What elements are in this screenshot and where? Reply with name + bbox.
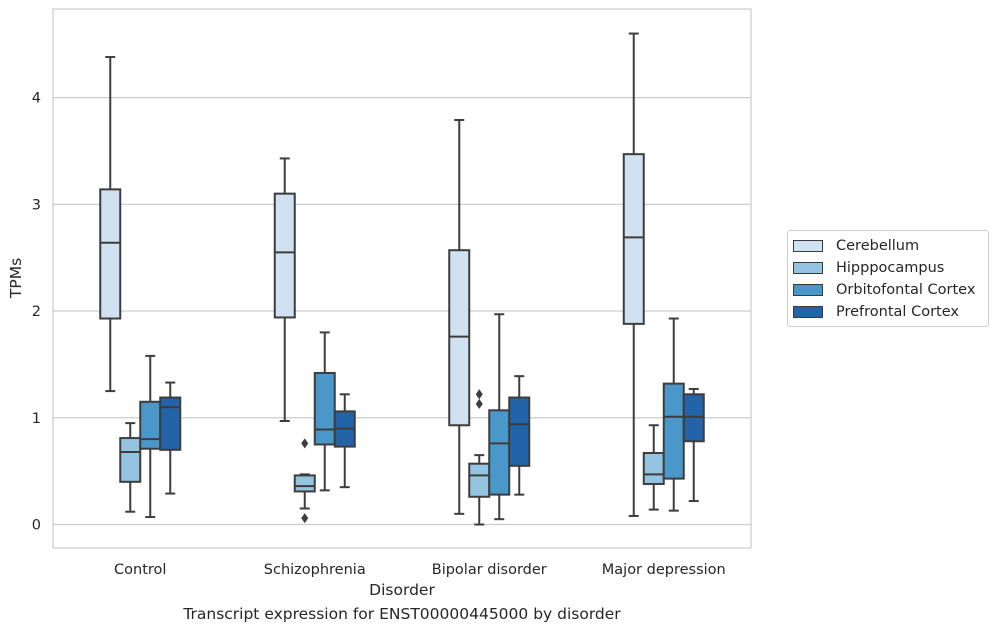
- box-iqr: [119, 437, 142, 483]
- box-iqr: [139, 400, 162, 450]
- box-orbitofontal-cortex-1: [313, 331, 336, 492]
- legend-label: Hipppocampus: [836, 260, 945, 276]
- box-prefrontal-cortex-1: [333, 393, 356, 489]
- y-tick-label: 0: [32, 518, 41, 534]
- legend-item-orbitofrontal-cortex: Orbitofontal Cortex: [793, 281, 975, 299]
- x-tick-label: Control: [114, 562, 166, 578]
- legend-label: Prefrontal Cortex: [836, 304, 959, 320]
- y-tick-label: 2: [32, 304, 41, 320]
- box-iqr: [622, 153, 645, 325]
- x-tick-label: Major depression: [602, 562, 726, 578]
- x-tick-labels: Control Schizophrenia Bipolar disorder Majo…: [114, 562, 726, 578]
- box-orbitofontal-cortex-0: [139, 354, 162, 519]
- box-cerebellum-3: [622, 32, 645, 517]
- box-cerebellum-2: [448, 119, 471, 515]
- legend-label: Cerebellum: [836, 238, 920, 254]
- legend-label: Orbitofontal Cortex: [836, 282, 976, 298]
- y-tick-labels: 0 1 2 3 4: [32, 91, 41, 534]
- box-iqr: [662, 382, 685, 480]
- legend-swatch-hippocampus: [793, 262, 823, 274]
- box-prefrontal-cortex-3: [682, 387, 705, 503]
- box-hipppocampus-0: [119, 422, 142, 513]
- box-iqr: [642, 452, 665, 485]
- x-tick-label: Bipolar disorder: [432, 562, 547, 578]
- box-prefrontal-cortex-0: [159, 381, 182, 495]
- box-iqr: [488, 409, 511, 496]
- box-cerebellum-1: [273, 157, 296, 422]
- box-iqr: [159, 396, 182, 451]
- box-iqr: [313, 371, 336, 446]
- y-tick-label: 1: [32, 411, 41, 427]
- y-tick-label: 4: [32, 91, 41, 107]
- box-orbitofontal-cortex-3: [662, 317, 685, 512]
- outlier-point: [301, 513, 309, 524]
- box-iqr: [508, 396, 531, 467]
- x-axis-label: Disorder: [369, 581, 435, 599]
- box-iqr: [468, 462, 491, 498]
- legend-item-prefrontal-cortex: Prefrontal Cortex: [793, 303, 959, 321]
- legend-item-cerebellum: Cerebellum: [793, 237, 919, 255]
- box-iqr: [448, 249, 471, 427]
- outlier-point: [475, 389, 483, 400]
- y-tick-label: 3: [32, 197, 41, 213]
- box-prefrontal-cortex-2: [508, 375, 531, 496]
- legend-swatch-orbitofrontal-cortex: [793, 284, 823, 296]
- box-cerebellum-0: [99, 56, 122, 393]
- outlier-point: [301, 438, 309, 449]
- y-axis-label: TPMs: [7, 258, 25, 299]
- box-orbitofontal-cortex-2: [488, 313, 511, 521]
- plot-frame: [52, 8, 752, 549]
- box-hipppocampus-2: [468, 389, 491, 526]
- boxes: [99, 32, 705, 526]
- box-hipppocampus-3: [642, 424, 665, 511]
- legend-item-hippocampus: Hipppocampus: [793, 259, 944, 277]
- box-iqr: [273, 192, 296, 319]
- legend: Cerebellum Hipppocampus Orbitofontal Cor…: [787, 230, 989, 327]
- box-iqr: [293, 474, 316, 493]
- legend-swatch-cerebellum: [793, 240, 823, 252]
- box-hipppocampus-1: [293, 438, 316, 524]
- box-iqr: [99, 188, 122, 320]
- box-iqr: [682, 393, 705, 443]
- chart-caption: Transcript expression for ENST0000044500…: [183, 605, 621, 623]
- legend-swatch-prefrontal-cortex: [793, 306, 823, 318]
- outlier-point: [475, 398, 483, 409]
- x-tick-label: Schizophrenia: [264, 562, 366, 578]
